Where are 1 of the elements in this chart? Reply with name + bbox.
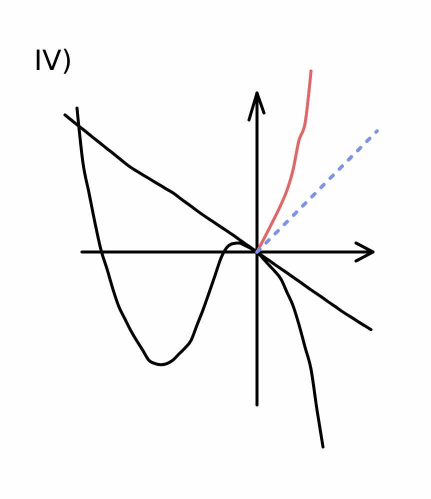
chart-title: IV) [34,44,72,77]
